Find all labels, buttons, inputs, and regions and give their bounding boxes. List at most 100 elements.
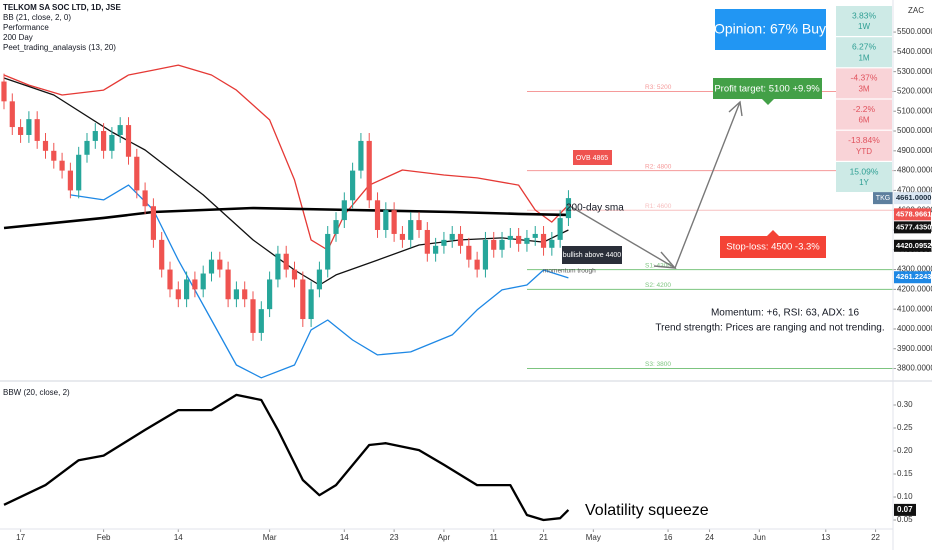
candle-body xyxy=(192,279,198,290)
price-badge xyxy=(894,208,931,221)
candle-body xyxy=(225,269,231,300)
candle-body xyxy=(424,229,430,254)
x-tick-label: 23 xyxy=(390,533,399,542)
y-tick-label: 0.20 xyxy=(897,446,913,455)
symbol-badge xyxy=(873,192,893,205)
y-tick-label: 3900.0000 xyxy=(897,344,932,353)
x-tick-label: Jun xyxy=(753,533,766,542)
stop-loss-text: Stop-loss: 4500 -3.3% xyxy=(726,242,820,253)
price-badge xyxy=(894,239,931,252)
symbol-badge-text: TKG xyxy=(876,195,890,202)
performance-period: 6M xyxy=(858,116,869,125)
sma-label: 200-day sma xyxy=(566,203,624,214)
candle-body xyxy=(150,206,156,240)
performance-value: -2.2% xyxy=(853,104,876,114)
callout-tip xyxy=(762,99,774,105)
candle-body xyxy=(557,218,563,240)
performance-value: -4.37% xyxy=(851,73,878,83)
callout-tip xyxy=(767,230,779,236)
price-badge xyxy=(894,221,931,234)
candle-body xyxy=(416,220,422,230)
candle-body xyxy=(125,125,132,157)
opinion-text: Opinion: 67% Buy xyxy=(714,21,826,37)
performance-value: 15.09% xyxy=(850,166,879,176)
candle-body xyxy=(333,220,339,234)
x-tick-label: 22 xyxy=(871,533,880,542)
y-tick-label: 0.25 xyxy=(897,423,913,432)
candle-body xyxy=(26,119,32,135)
candle-body xyxy=(491,239,497,250)
candle-body xyxy=(482,239,489,270)
candle-body xyxy=(17,127,24,135)
arrow-head xyxy=(728,100,743,117)
candle-body xyxy=(300,279,306,320)
performance-period: YTD xyxy=(856,147,872,156)
x-tick-label: 17 xyxy=(16,533,25,542)
x-tick-label: 11 xyxy=(490,533,499,542)
candle-body xyxy=(507,235,513,240)
y-tick-label: 0.15 xyxy=(897,469,913,478)
candle-body xyxy=(100,131,107,151)
candle-body xyxy=(242,289,248,300)
level-label: R2: 4800 xyxy=(645,163,672,170)
ovb-box xyxy=(573,150,612,165)
volatility-annotation: Volatility squeeze xyxy=(585,502,709,519)
unit-label: ZAC xyxy=(908,6,924,15)
chart-title: TELKOM SA SOC LTD, 1D, JSE xyxy=(3,3,121,12)
candle-body xyxy=(433,245,439,254)
candle-body xyxy=(76,154,82,191)
x-tick-label: 14 xyxy=(340,533,349,542)
candle-body xyxy=(92,131,98,141)
candle-body xyxy=(532,233,538,238)
candle-body xyxy=(184,279,190,300)
performance-cell xyxy=(836,162,892,192)
candle-body xyxy=(267,279,273,310)
level-label: S2: 4200 xyxy=(645,282,671,289)
price-badge-text: 4661.0000 xyxy=(896,193,931,202)
candle-body xyxy=(175,289,181,300)
candle-body xyxy=(208,259,215,274)
candle-body xyxy=(42,140,49,151)
performance-period: 1M xyxy=(858,53,869,62)
y-tick-label: 0.05 xyxy=(897,515,913,524)
performance-period: 1W xyxy=(858,22,870,31)
legend-item: Performance xyxy=(3,23,49,32)
y-tick-label: 5300.0000 xyxy=(897,67,932,76)
performance-value: 6.27% xyxy=(852,41,877,51)
price-badge xyxy=(894,271,931,284)
value-badge xyxy=(894,503,916,516)
candle-body xyxy=(457,233,464,246)
y-tick-label: 4100.0000 xyxy=(897,304,932,313)
candle-body xyxy=(159,239,165,270)
candle-body xyxy=(51,150,57,161)
momentum-text: Momentum: +6, RSI: 63, ADX: 16 xyxy=(711,308,860,319)
performance-period: 3M xyxy=(858,85,869,94)
candle-body xyxy=(565,198,572,219)
candle-body xyxy=(399,233,406,240)
candle-body xyxy=(449,233,455,240)
performance-cell xyxy=(836,130,892,161)
candle-body xyxy=(408,220,414,240)
opinion-box xyxy=(715,9,826,50)
candle-body xyxy=(466,245,472,260)
candle-body xyxy=(283,253,289,270)
legend-item: Peet_trading_analaysis (13, 20) xyxy=(3,43,116,52)
candle-body xyxy=(549,239,555,248)
bullish-text: bullish above 4400 xyxy=(563,252,621,259)
bbw-line xyxy=(3,393,570,522)
performance-cell xyxy=(836,6,892,36)
y-tick-label: 4700.0000 xyxy=(897,186,932,195)
candle-body xyxy=(341,200,347,221)
candle-body xyxy=(291,269,298,280)
candle-body xyxy=(167,269,173,290)
candle-body xyxy=(516,235,522,244)
candle-body xyxy=(109,134,115,151)
x-tick-label: Apr xyxy=(438,533,451,542)
y-tick-label: 5000.0000 xyxy=(897,126,932,135)
x-tick-label: Mar xyxy=(263,533,277,542)
ovb-text: OVB 4865 xyxy=(576,155,608,162)
y-tick-label: 5400.0000 xyxy=(897,47,932,56)
y-tick-label: 5500.0000 xyxy=(897,27,932,36)
y-tick-label: 4800.0000 xyxy=(897,166,932,175)
